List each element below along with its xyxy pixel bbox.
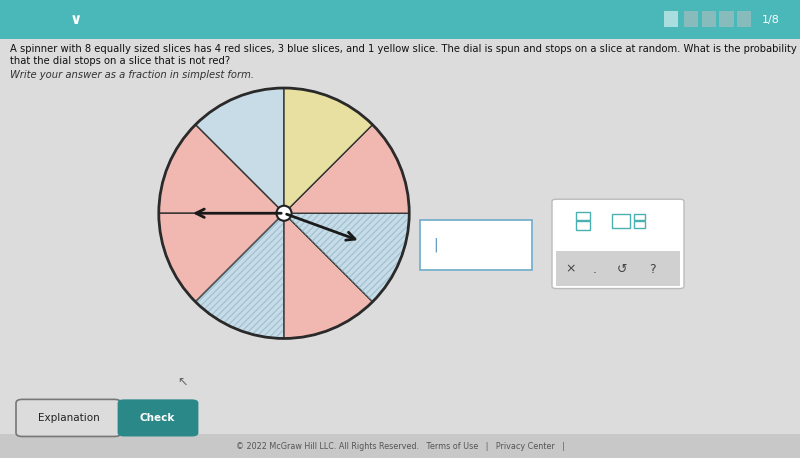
Text: © 2022 McGraw Hill LLC. All Rights Reserved.   Terms of Use   |   Privacy Center: © 2022 McGraw Hill LLC. All Rights Reser… (235, 442, 565, 451)
Bar (0, 0, 800, 39)
Wedge shape (195, 213, 284, 338)
Circle shape (277, 206, 291, 221)
Text: ×: × (565, 263, 576, 276)
Bar (684, 11, 698, 27)
Bar (719, 11, 734, 27)
FancyBboxPatch shape (420, 220, 532, 270)
Text: A spinner with 8 equally sized slices has 4 red slices, 3 blue slices, and 1 yel: A spinner with 8 equally sized slices ha… (10, 44, 796, 54)
Wedge shape (195, 88, 284, 213)
Bar (576, 221, 590, 229)
Wedge shape (284, 213, 410, 302)
Text: |: | (434, 238, 438, 252)
Bar (556, 251, 680, 286)
Wedge shape (284, 125, 410, 213)
Text: ?: ? (649, 263, 655, 276)
Text: 1/8: 1/8 (762, 15, 780, 25)
Text: ↖: ↖ (177, 376, 188, 389)
Bar (702, 11, 716, 27)
Wedge shape (158, 125, 284, 213)
Bar (0, 434, 800, 458)
Bar (634, 214, 645, 220)
Bar (737, 11, 751, 27)
Bar (634, 221, 645, 228)
Text: Check: Check (140, 413, 175, 423)
Bar (612, 214, 630, 228)
Wedge shape (284, 213, 373, 338)
Text: ∨: ∨ (70, 12, 82, 27)
Wedge shape (158, 213, 284, 302)
Text: Explanation: Explanation (38, 413, 100, 423)
Text: ↺: ↺ (616, 263, 627, 276)
FancyBboxPatch shape (552, 199, 684, 289)
FancyBboxPatch shape (118, 399, 198, 436)
Bar (576, 212, 590, 220)
Text: .: . (592, 263, 596, 276)
Wedge shape (284, 88, 373, 213)
FancyBboxPatch shape (16, 399, 121, 436)
Bar (664, 11, 678, 27)
Text: that the dial stops on a slice that is not red?: that the dial stops on a slice that is n… (10, 56, 230, 66)
Text: Write your answer as a fraction in simplest form.: Write your answer as a fraction in simpl… (10, 70, 254, 80)
